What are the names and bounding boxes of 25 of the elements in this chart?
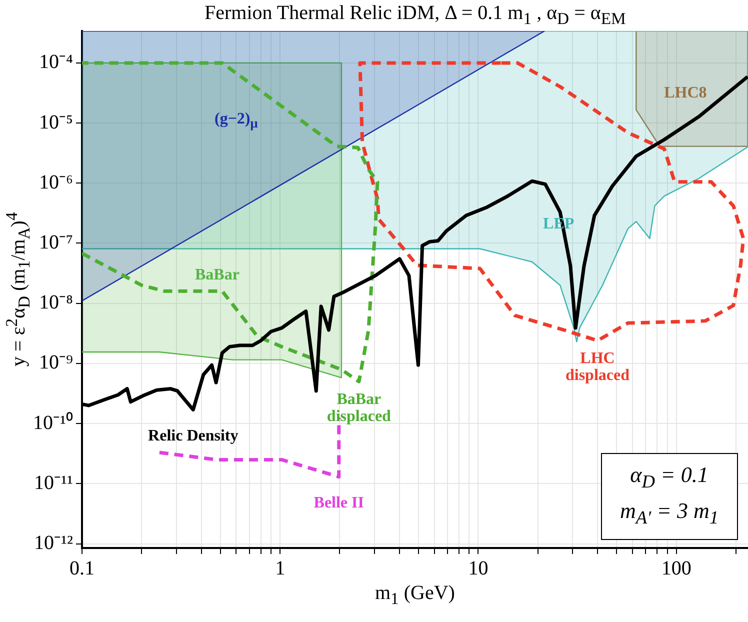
y-tick-label: 10⁻⁸ xyxy=(39,292,74,314)
x-tick-label: 0.1 xyxy=(69,557,94,580)
series-label: Relic Density xyxy=(148,427,238,444)
y-tick-label: 10⁻⁶ xyxy=(39,171,74,194)
y-tick-label: 10⁻¹⁰ xyxy=(32,410,73,434)
series-label: (g−2)$_{μ}$ xyxy=(214,110,258,132)
annotation: m$_{A′}$ = 3 m$_{1}$ xyxy=(620,497,719,530)
x-tick-label: 10 xyxy=(468,557,488,580)
y-tick-label: 10⁻¹² xyxy=(34,532,73,554)
series-label: LHC displaced xyxy=(565,350,630,384)
y-tick-label: 10⁻⁹ xyxy=(39,352,74,374)
x-tick-label: 100 xyxy=(661,557,692,580)
series-label: BaBar displaced xyxy=(326,390,391,425)
note-box: α$_{D}$ = 0.1 m$_{A′}$ = 3 m$_{1}$ xyxy=(601,453,738,540)
series-label: BaBar xyxy=(195,266,240,284)
y-tick-label: 10⁻⁴ xyxy=(39,51,74,74)
x-axis-title: m$_{1}$ (GeV) xyxy=(374,582,455,609)
y-tick-label: 10⁻⁷ xyxy=(39,232,74,254)
series-label: Belle II xyxy=(314,494,364,512)
y-tick-label: 10⁻⁵ xyxy=(39,111,73,134)
annotation: α$_{D}$ = 0.1 xyxy=(629,461,710,494)
series-label: LHC8 xyxy=(664,84,707,102)
y-tick-label: 10⁻¹¹ xyxy=(34,472,73,494)
x-tick-label: 1 xyxy=(275,557,286,580)
chart-title: Fermion Thermal Relic iDM, Δ = 0.1 m$_{1}$ , α$_{D}$ = α$_{EM}$ xyxy=(204,2,626,29)
